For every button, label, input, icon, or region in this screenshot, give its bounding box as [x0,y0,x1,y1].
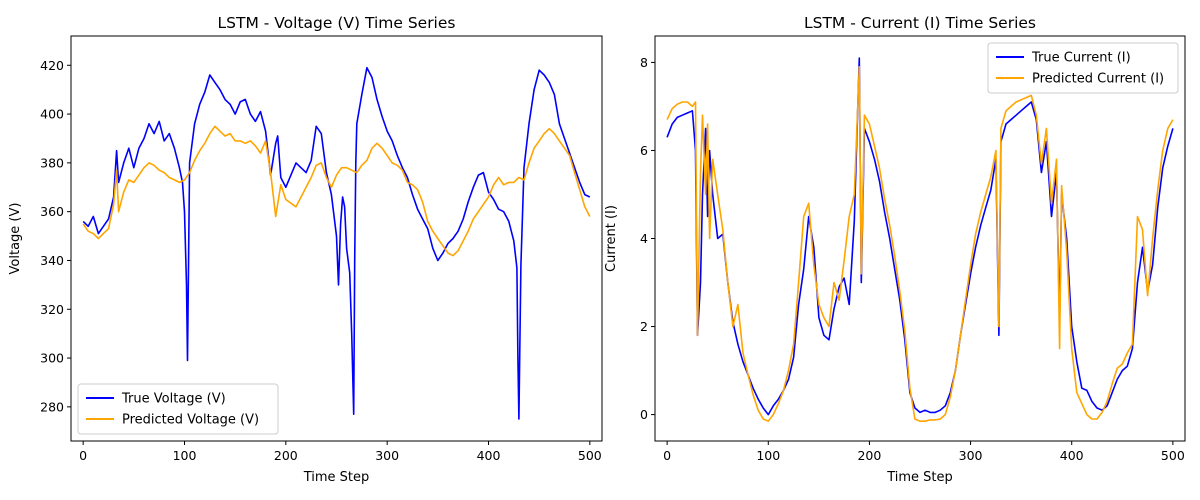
y-tick-label: 320 [40,302,64,317]
legend-box [77,383,279,435]
y-tick-label: 300 [40,351,64,366]
x-tick-label: 200 [857,448,881,463]
series-line-true [82,66,591,420]
voltage-chart: LSTM - Voltage (V) Time Series 0 100 200 300… [8,14,603,485]
legend: True Current (I) Predicted Current (I) [987,42,1179,94]
y-axis-label: Voltage (V) [8,203,23,275]
legend-label: Predicted Voltage (V) [122,413,259,428]
x-tick-label: 100 [756,448,780,463]
x-tick-label: 300 [959,448,983,463]
x-tick-label: 500 [578,448,602,463]
y-tick-label: 280 [40,399,64,414]
plot-frame [70,35,603,442]
y-tick-label: 400 [40,107,64,122]
y-tick-label: 420 [40,58,64,73]
y-tick-label: 360 [40,204,64,219]
legend: True Voltage (V) Predicted Voltage (V) [77,383,279,435]
y-tick-label: 340 [40,253,64,268]
x-tick-label: 400 [1060,448,1084,463]
chart-title: LSTM - Current (I) Time Series [804,14,1036,32]
x-axis-label: Time Step [303,470,370,485]
y-axis-label: Current (I) [604,205,619,272]
y-tick-label: 4 [640,231,648,246]
chart-title: LSTM - Voltage (V) Time Series [218,14,456,32]
x-tick-label: 500 [1161,448,1185,463]
y-tick-label: 0 [640,407,648,422]
x-tick-label: 200 [274,448,298,463]
x-tick-label: 400 [477,448,501,463]
y-tick-label: 8 [640,55,648,70]
x-tick-label: 100 [173,448,197,463]
x-tick-label: 0 [663,448,671,463]
series-line-predicted [666,66,1174,423]
x-axis-label: Time Step [886,470,953,485]
x-tick-label: 300 [375,448,399,463]
series-line-predicted [82,125,591,257]
y-tick-label: 6 [640,143,648,158]
legend-box [987,42,1179,94]
x-tick-label: 0 [79,448,87,463]
legend-label: True Current (I) [1031,51,1131,66]
legend-label: Predicted Current (I) [1032,72,1164,87]
y-tick-label: 2 [640,319,648,334]
y-tick-label: 380 [40,155,64,170]
current-chart: LSTM - Current (I) Time Series 0 100 200 300… [604,14,1186,485]
legend-label: True Voltage (V) [121,392,226,407]
